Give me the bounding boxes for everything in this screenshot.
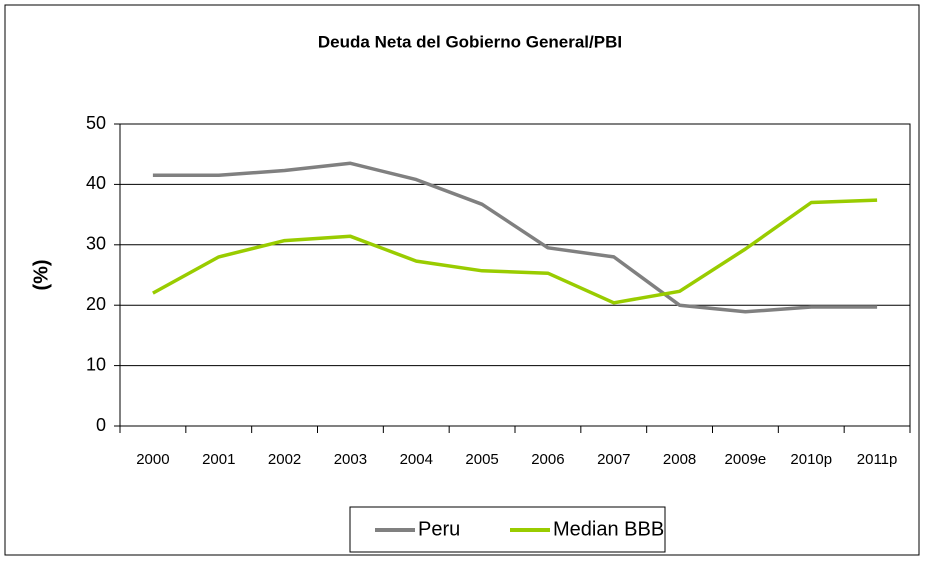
x-tick-label: 2005 <box>465 451 498 468</box>
legend-label: Median BBB <box>553 518 664 540</box>
chart-frame <box>4 4 920 556</box>
x-tick-label: 2006 <box>531 451 564 468</box>
x-tick-label: 2007 <box>597 451 630 468</box>
x-tick-label: 2002 <box>268 451 301 468</box>
x-tick-label: 2009e <box>725 451 767 468</box>
y-tick-label: 40 <box>86 173 106 193</box>
y-tick-label: 0 <box>96 415 106 435</box>
x-tick-label: 2010p <box>790 451 832 468</box>
y-tick-label: 50 <box>86 113 106 133</box>
y-tick-label: 20 <box>86 294 106 314</box>
x-tick-label: 2001 <box>202 451 235 468</box>
chart-title: Deuda Neta del Gobierno General/PBI <box>318 32 622 51</box>
y-tick-label: 10 <box>86 354 106 374</box>
legend-label: Peru <box>418 518 460 540</box>
x-tick-label: 2000 <box>136 451 169 468</box>
series-line <box>152 161 878 314</box>
x-tick-label: 2008 <box>663 451 696 468</box>
x-tick-label: 2004 <box>400 451 433 468</box>
x-tick-label: 2011p <box>857 451 898 468</box>
x-tick-label: 2003 <box>334 451 367 468</box>
series-line <box>152 198 878 305</box>
y-axis-label: (%) <box>30 259 52 290</box>
y-tick-label: 30 <box>86 234 106 254</box>
